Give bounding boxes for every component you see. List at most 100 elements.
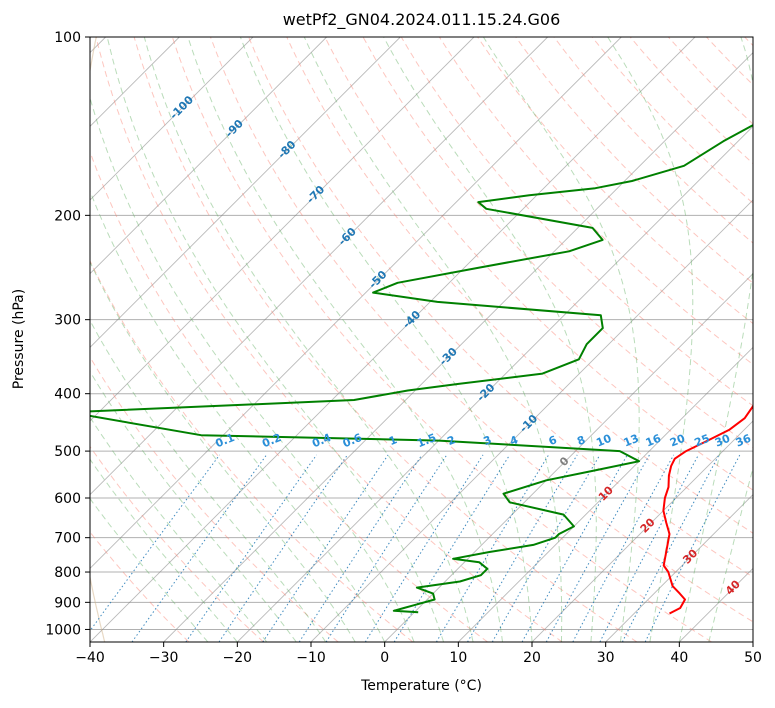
moist-adiabat-line [187,37,503,642]
isotherm-line [237,125,753,642]
moist-adiabat-line [678,37,753,642]
x-tick-label: −10 [296,650,326,666]
dry-adiabat-line [400,37,753,407]
moist-adiabat-line [90,96,415,642]
moist-adiabat-line [239,37,533,642]
mixing-ratio-label: 20 [668,432,687,450]
x-tick-label: 30 [597,650,615,666]
y-tick-label: 200 [54,208,81,224]
mixing-ratio-line [364,454,484,642]
x-tick-label: 0 [380,650,389,666]
mixing-ratio-line [298,454,423,642]
mixing-ratio-line [644,454,741,642]
mixing-ratio-label: 1.5 [415,431,438,450]
dry-adiabat-line [210,37,753,623]
sounding-series [90,123,753,615]
dry-adiabat-line [515,37,753,284]
mixing-ratio-line [467,454,578,642]
isotherm-label: -100 [167,93,196,122]
moist-adiabat-line [90,458,238,642]
moist-adiabat-line [90,260,356,642]
isotherm-line [531,420,753,642]
x-tick-label: 50 [744,650,762,666]
isotherm-line [605,494,753,642]
moist-adiabat-line [106,37,445,642]
mixing-ratio-label: 2 [445,433,457,448]
y-tick-label: 900 [54,595,81,611]
y-tick-label: 400 [54,387,81,403]
isotherm-label: -20 [474,381,497,404]
moist-adiabat-line [143,37,474,642]
moist-adiabat-line [303,37,563,642]
isotherm-label: 0 [557,454,572,469]
dry-adiabat-line [90,259,414,642]
mixing-ratio-line [218,454,348,642]
mixing-ratio-label: 0.1 [214,431,237,450]
moist-adiabat-line [90,189,386,642]
y-axis-label: Pressure (hPa) [11,288,27,390]
y-axis: 1000 900 800 700 600 500 400 300 200 100 [45,30,90,638]
y-tick-label: 600 [54,491,81,507]
x-tick-label: 40 [670,650,688,666]
moist-adiabat-line [482,37,640,642]
mixing-ratio-line [131,454,267,642]
dry-adiabat-line [629,37,753,165]
mixing-ratio-label: 6 [547,433,559,448]
chart-title: wetPf2_GN04.2024.011.15.24.G06 [282,10,561,29]
dry-adiabat-line [706,37,753,86]
isotherm-line [458,346,753,642]
x-tick-label: 20 [523,650,541,666]
isotherm-label: 40 [723,577,743,597]
mixing-ratio-label: 8 [575,433,587,448]
mixing-ratio-line [393,454,511,642]
y-tick-label: 500 [54,444,81,460]
dry-adiabat-line [95,37,563,642]
isotherm-line [90,37,622,569]
plot-frame [89,36,754,643]
isotherm-line [384,273,753,642]
mixing-ratio-label: 16 [644,432,663,450]
isotherm-line [90,37,254,201]
mixing-ratio-line [262,454,389,642]
dry-adiabat-line [133,37,638,642]
x-tick-label: 10 [449,650,467,666]
mixing-ratio-line [599,454,699,642]
isotherm-label: -60 [336,225,359,248]
y-tick-label: 100 [54,30,81,46]
isotherm-line [90,37,327,275]
x-axis: −40 −30 −20 −10 0 10 20 30 40 50 [75,642,762,666]
mixing-ratio-line [621,454,720,642]
x-axis-label: Temperature (°C) [361,678,482,694]
mixing-ratio-label: 10 [594,432,613,450]
isotherm-line [90,37,548,496]
dry-adiabat-line [668,37,753,125]
dry-adiabat-line [90,356,339,642]
isotherm-line [90,37,475,422]
x-tick-label: −40 [75,650,105,666]
mixing-ratio-line [572,454,675,642]
moist-adiabat-line [90,497,209,642]
dry-adiabat-line [438,37,753,366]
isotherm-label: -80 [275,138,298,161]
isotherm-label: 20 [638,515,658,535]
thetae-line [90,37,106,642]
mixing-ratio-line [185,454,318,642]
isotherm-label: -10 [517,412,540,435]
dry-adiabat-line [90,531,190,642]
isotherm-label: -30 [437,345,460,368]
dry-adiabat-line [362,37,753,449]
dry-adiabat-line [90,150,488,642]
dewpoint-line [90,123,753,614]
moist-adiabat-line [607,37,694,642]
isotherm-line [752,641,753,642]
mixing-ratio-label: 13 [622,432,641,450]
mixing-ratio-label: 4 [508,433,520,448]
x-tick-label: −20 [223,650,253,666]
moist-adiabat-line [90,319,327,642]
isotherm-line [90,37,696,642]
isotherm-line [310,199,753,642]
moist-adiabat-line [708,466,753,642]
mixing-ratio-line [325,454,448,642]
mixing-ratio-label: 0.2 [260,431,283,450]
